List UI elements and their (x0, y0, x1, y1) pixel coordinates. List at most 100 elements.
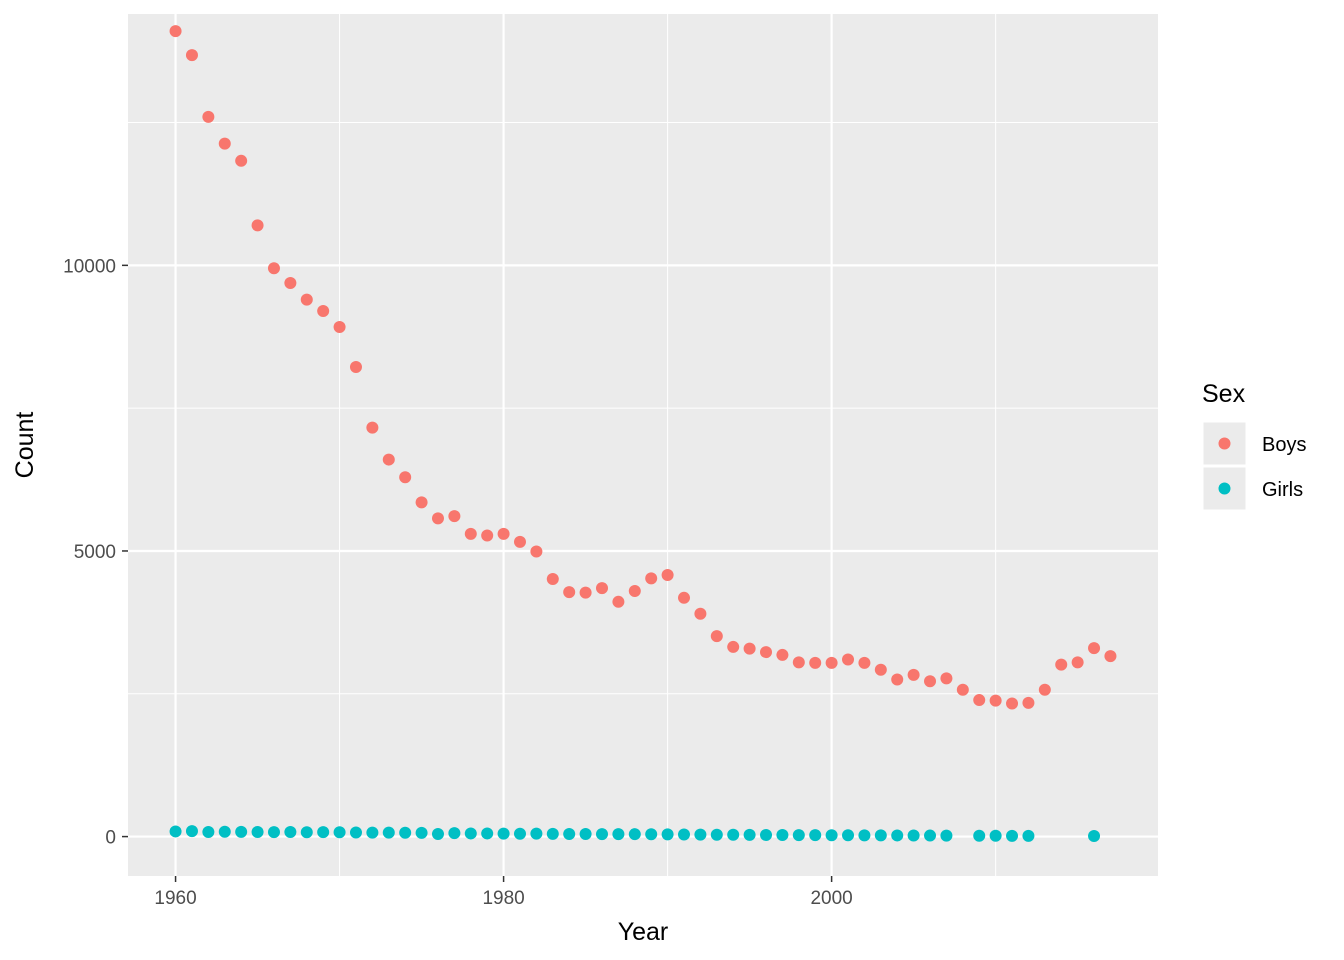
data-point-girls (169, 825, 182, 838)
data-point-boys (595, 582, 608, 595)
data-point-boys (661, 568, 674, 581)
data-point-boys (989, 694, 1002, 707)
data-point-girls (185, 825, 198, 838)
data-point-boys (727, 640, 740, 653)
data-point-boys (1104, 650, 1117, 663)
data-point-boys (842, 653, 855, 666)
data-point-boys (760, 646, 773, 659)
data-point-boys (645, 572, 658, 585)
data-point-boys (185, 49, 198, 62)
data-point-boys (891, 673, 904, 686)
data-point-girls (530, 827, 543, 840)
data-point-girls (842, 829, 855, 842)
data-point-girls (727, 828, 740, 841)
data-point-girls (349, 826, 362, 839)
data-point-girls (415, 826, 428, 839)
data-point-girls (973, 829, 986, 842)
data-point-girls (595, 828, 608, 841)
data-point-girls (284, 826, 297, 839)
data-point-boys (333, 321, 346, 334)
data-point-girls (858, 829, 871, 842)
data-point-girls (333, 826, 346, 839)
data-point-boys (956, 683, 969, 696)
data-point-girls (661, 828, 674, 841)
data-point-boys (809, 656, 822, 669)
x-tick-label: 2000 (810, 888, 852, 909)
data-point-boys (546, 572, 559, 585)
data-point-boys (431, 512, 444, 525)
data-point-girls (202, 826, 215, 839)
data-point-girls (743, 828, 756, 841)
data-point-boys (973, 694, 986, 707)
data-point-girls (891, 829, 904, 842)
data-point-girls (776, 829, 789, 842)
data-point-boys (612, 595, 625, 608)
data-point-girls (710, 828, 723, 841)
major-grid (128, 14, 1158, 876)
data-point-boys (743, 642, 756, 655)
data-point-girls (612, 828, 625, 841)
data-point-boys (678, 591, 691, 604)
data-point-girls (546, 827, 559, 840)
data-point-girls (825, 829, 838, 842)
data-point-boys (1006, 697, 1019, 710)
data-point-girls (1022, 829, 1035, 842)
data-point-boys (710, 630, 723, 643)
data-point-boys (202, 110, 215, 123)
data-point-boys (235, 154, 248, 167)
y-tick-label: 0 (105, 828, 116, 849)
data-point-boys (579, 586, 592, 599)
data-point-boys (924, 675, 937, 688)
data-point-boys (464, 527, 477, 540)
data-point-boys (300, 293, 313, 306)
data-point-girls (399, 826, 412, 839)
data-point-boys (825, 656, 838, 669)
data-point-girls (1088, 830, 1101, 843)
data-point-girls (513, 827, 526, 840)
x-tick-label: 1960 (154, 888, 196, 909)
data-point-girls (645, 828, 658, 841)
data-point-boys (399, 471, 412, 484)
data-point-girls (924, 829, 937, 842)
data-point-girls (464, 827, 477, 840)
legend-title: Sex (1202, 380, 1246, 408)
data-points (169, 25, 1117, 843)
minor-grid (128, 14, 1158, 876)
data-point-girls (694, 828, 707, 841)
data-point-girls (678, 828, 691, 841)
data-point-girls (218, 825, 231, 838)
data-point-girls (382, 826, 395, 839)
y-tick-label: 10000 (63, 256, 116, 277)
panel-background (128, 14, 1158, 876)
data-point-boys (874, 663, 887, 676)
data-point-boys (267, 262, 280, 275)
data-point-girls (317, 826, 330, 839)
legend-label: Boys (1262, 434, 1306, 456)
x-tick-label: 1980 (482, 888, 524, 909)
data-point-girls (874, 829, 887, 842)
data-point-boys (530, 545, 543, 558)
data-point-girls (481, 827, 494, 840)
data-point-girls (579, 828, 592, 841)
legend-marker-boys (1218, 437, 1231, 450)
data-point-girls (235, 825, 248, 838)
data-point-girls (809, 829, 822, 842)
data-point-boys (907, 668, 920, 681)
data-point-girls (267, 826, 280, 839)
data-point-boys (415, 496, 428, 509)
data-point-boys (1088, 642, 1101, 655)
data-point-girls (989, 829, 1002, 842)
x-axis-title: Year (618, 918, 669, 946)
data-point-boys (481, 529, 494, 542)
data-point-girls (366, 826, 379, 839)
data-point-boys (858, 656, 871, 669)
data-point-boys (317, 305, 330, 318)
data-point-boys (513, 535, 526, 548)
data-point-boys (251, 219, 264, 232)
y-tick-label: 5000 (74, 542, 116, 563)
data-point-boys (366, 421, 379, 434)
data-point-girls (300, 826, 313, 839)
data-point-boys (694, 607, 707, 620)
data-point-boys (563, 586, 576, 599)
